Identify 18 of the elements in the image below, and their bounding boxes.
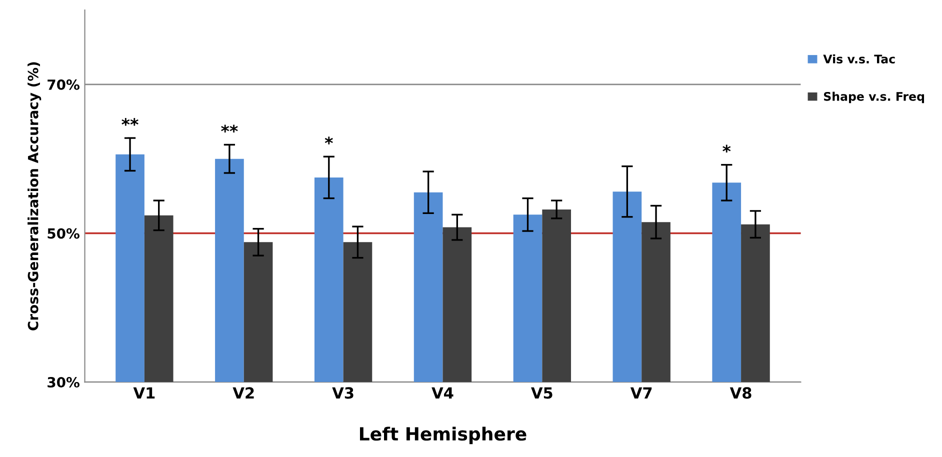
y-tick-label: 70% [48, 79, 80, 90]
y-axis-title: Cross-Generalization Accuracy (%) [28, 62, 42, 330]
x-tick-label: V5 [531, 387, 552, 399]
x-tick-label: V2 [232, 387, 254, 399]
legend-label: Shape v.s. Freq [824, 92, 924, 104]
annotation: ** [122, 118, 138, 126]
x-axis-title: Left Hemisphere [360, 426, 526, 444]
y-tick-label: 50% [48, 228, 80, 239]
x-tick-label: V3 [332, 387, 354, 399]
x-tick-label: V8 [730, 387, 752, 399]
x-tick-label: V7 [630, 387, 652, 399]
x-tick-label: V4 [432, 387, 454, 399]
annotation: ** [221, 124, 238, 132]
y-tick-label: 30% [48, 377, 80, 388]
annotation: * [324, 136, 333, 144]
x-tick-label: V1 [133, 387, 155, 399]
legend-label: Vis v.s. Tac [823, 54, 895, 64]
annotation: * [722, 144, 731, 153]
